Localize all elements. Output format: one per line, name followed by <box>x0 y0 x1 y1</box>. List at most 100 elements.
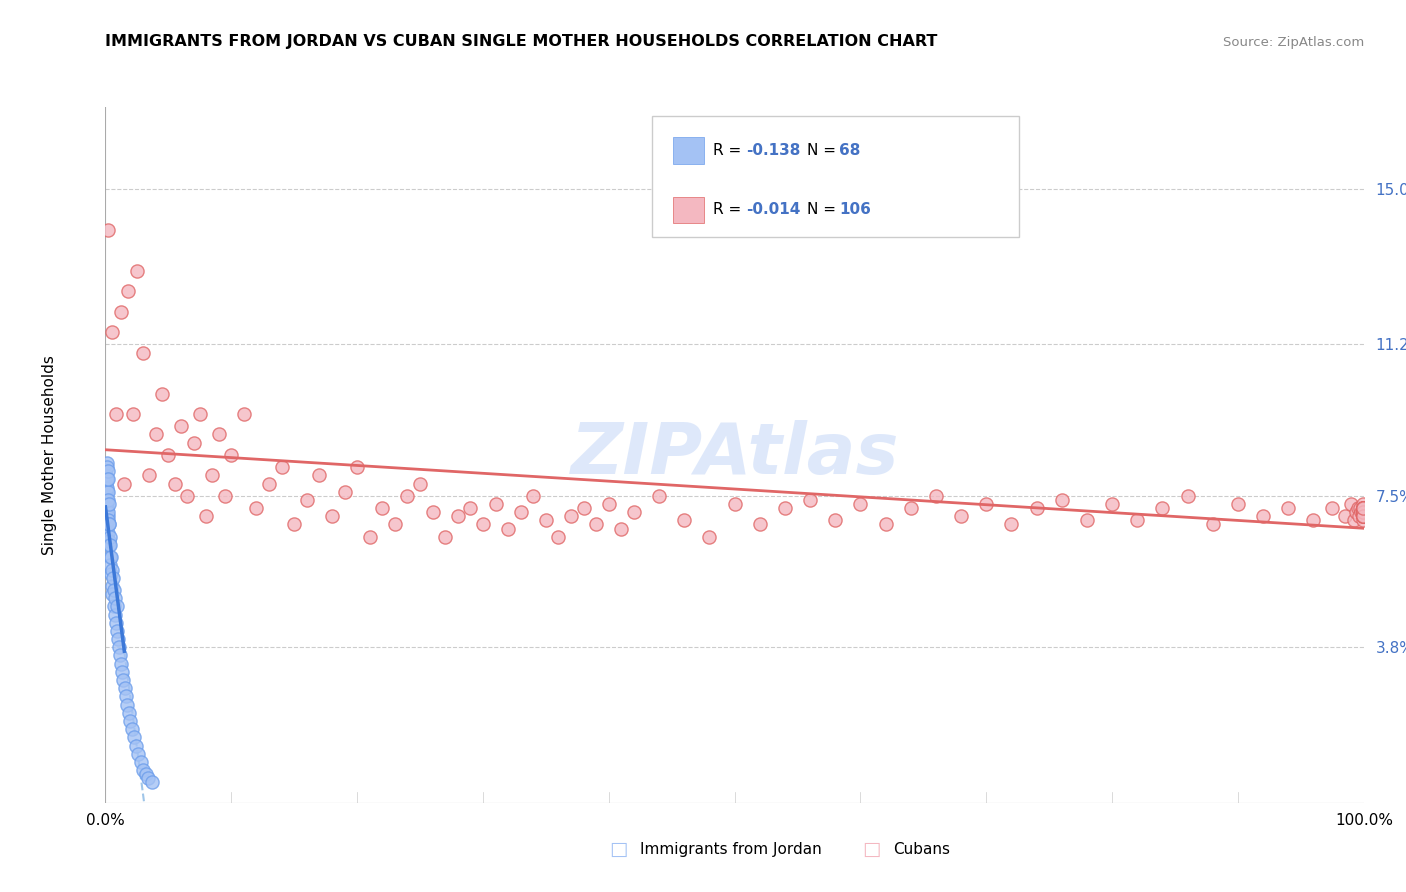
Text: R =: R = <box>713 202 745 217</box>
Text: IMMIGRANTS FROM JORDAN VS CUBAN SINGLE MOTHER HOUSEHOLDS CORRELATION CHART: IMMIGRANTS FROM JORDAN VS CUBAN SINGLE M… <box>105 34 938 49</box>
Point <box>673 513 696 527</box>
Point <box>97 525 120 540</box>
Point <box>295 492 318 507</box>
Point <box>648 489 671 503</box>
Point <box>1351 501 1374 516</box>
Point <box>117 284 139 298</box>
Text: 106: 106 <box>839 202 870 217</box>
Point <box>98 530 121 544</box>
Point <box>129 755 152 769</box>
Point <box>1350 505 1372 519</box>
Point <box>97 473 120 487</box>
Point <box>110 657 132 671</box>
Point <box>97 223 120 237</box>
Point <box>201 468 224 483</box>
Point <box>1351 505 1374 519</box>
Point <box>101 587 124 601</box>
Point <box>97 484 120 499</box>
Point <box>94 530 117 544</box>
Point <box>699 530 721 544</box>
Point <box>1351 509 1374 524</box>
Point <box>108 640 131 655</box>
Point <box>585 517 607 532</box>
Point <box>900 501 922 516</box>
Point <box>98 558 121 573</box>
Point <box>170 419 193 434</box>
Point <box>333 484 356 499</box>
Point <box>257 476 280 491</box>
Point <box>96 501 118 516</box>
Point <box>96 497 118 511</box>
Text: Source: ZipAtlas.com: Source: ZipAtlas.com <box>1223 36 1364 49</box>
Point <box>97 533 120 548</box>
Point <box>1351 501 1374 516</box>
Point <box>572 501 595 516</box>
Point <box>138 468 160 483</box>
Point <box>132 763 155 777</box>
Point <box>114 681 136 696</box>
Point <box>176 489 198 503</box>
Point <box>138 771 160 785</box>
Point <box>188 407 211 421</box>
Point <box>321 509 343 524</box>
Point <box>100 325 122 339</box>
Point <box>183 435 205 450</box>
Point <box>110 304 132 318</box>
Text: -0.138: -0.138 <box>747 143 800 158</box>
Point <box>925 489 948 503</box>
Point <box>118 706 141 720</box>
Point <box>1351 501 1374 516</box>
Point <box>560 509 582 524</box>
Point <box>98 538 121 552</box>
Point <box>104 407 127 421</box>
Point <box>96 517 118 532</box>
Text: N =: N = <box>807 202 841 217</box>
Point <box>101 562 124 576</box>
Point <box>96 530 118 544</box>
Point <box>610 522 633 536</box>
Point <box>1347 509 1369 524</box>
Point <box>1348 501 1371 516</box>
Point <box>1340 497 1362 511</box>
Point <box>1050 492 1073 507</box>
Point <box>208 427 231 442</box>
Point <box>1302 513 1324 527</box>
Point <box>384 517 406 532</box>
Point <box>104 615 127 630</box>
Point <box>799 492 821 507</box>
Point <box>1226 497 1249 511</box>
Point <box>1277 501 1299 516</box>
Point <box>122 407 145 421</box>
Point <box>1126 513 1149 527</box>
Point <box>117 698 139 712</box>
Point <box>104 591 127 606</box>
Point <box>1351 509 1374 524</box>
Point <box>245 501 267 516</box>
Point <box>121 722 143 736</box>
Point <box>950 509 973 524</box>
Point <box>547 530 569 544</box>
Point <box>97 509 120 524</box>
Point <box>232 407 254 421</box>
Point <box>97 517 120 532</box>
Point <box>1351 501 1374 516</box>
Point <box>98 497 121 511</box>
Point <box>96 460 118 475</box>
Point <box>125 264 148 278</box>
Point <box>100 550 122 565</box>
Point <box>1351 497 1374 511</box>
Point <box>125 739 148 753</box>
Point <box>1351 505 1374 519</box>
Point <box>97 464 120 478</box>
Text: 68: 68 <box>839 143 860 158</box>
Text: Cubans: Cubans <box>893 842 950 856</box>
Point <box>422 505 444 519</box>
Point <box>1351 509 1374 524</box>
Point <box>1177 489 1199 503</box>
Point <box>219 448 242 462</box>
Point <box>122 731 145 745</box>
Point <box>145 427 167 442</box>
Point <box>598 497 620 511</box>
Text: R =: R = <box>713 143 745 158</box>
Point <box>748 517 770 532</box>
